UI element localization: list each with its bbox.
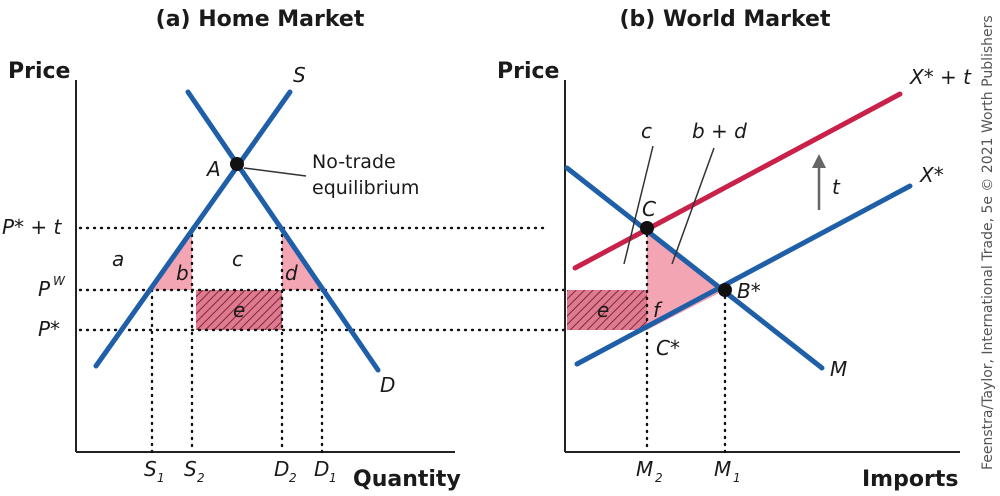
- area-e-world-shade: [567, 290, 647, 330]
- panel-b-x-axis-title: Imports: [862, 467, 958, 492]
- demand-curve: [185, 89, 381, 373]
- label-pw-sup: W: [53, 274, 66, 288]
- label-point-c: C: [642, 197, 656, 221]
- label-m: M: [830, 357, 847, 381]
- export-supply-with-tariff-curve: [572, 91, 903, 271]
- leader-c: [623, 145, 654, 265]
- label-m2: M: [636, 457, 653, 481]
- label-m1-sub: 1: [733, 471, 741, 485]
- label-a-point: A: [205, 157, 221, 181]
- area-c-world-label: c: [641, 119, 652, 143]
- supply-curve: [93, 89, 293, 369]
- point-a: [230, 157, 244, 171]
- label-s2-sub: 2: [197, 471, 205, 485]
- annotation-leader: [243, 167, 307, 177]
- point-c: [640, 221, 654, 235]
- point-b-star: [718, 283, 732, 297]
- panel-a-y-axis-title: Price: [8, 59, 70, 84]
- export-supply-curve: [574, 183, 913, 367]
- area-b-label: b: [176, 261, 189, 285]
- label-p-star-plus-t: P* + t: [2, 215, 63, 239]
- panel-world-market: (b) World Market Price Imports X* + t X*…: [497, 7, 972, 492]
- label-p-star: P*: [38, 317, 60, 341]
- label-m2-sub: 2: [655, 471, 663, 485]
- label-m1: M: [714, 457, 731, 481]
- label-d1: D: [314, 457, 329, 481]
- label-x-star: X*: [919, 163, 944, 187]
- area-a-label: a: [112, 247, 124, 271]
- area-bd-world-label: b + d: [692, 119, 747, 143]
- label-d: D: [380, 373, 395, 397]
- label-s: S: [293, 63, 306, 87]
- area-f-world-label: f: [653, 298, 663, 322]
- area-e-shade: [196, 290, 282, 330]
- annotation-no-trade: No-trade: [312, 151, 396, 173]
- label-t: t: [832, 175, 841, 199]
- panel-home-market: (a) Home Market Price Quantity S D A No-…: [2, 7, 567, 492]
- annotation-equilibrium: equilibrium: [312, 177, 419, 199]
- tariff-arrowhead: [812, 154, 826, 168]
- leader-bd: [671, 147, 715, 265]
- label-d2: D: [274, 457, 289, 481]
- panel-a-x-axis-title: Quantity: [353, 467, 461, 492]
- label-point-b-star: B*: [737, 279, 761, 303]
- panel-b-y-axis-title: Price: [497, 59, 559, 84]
- area-c-label: c: [232, 247, 243, 271]
- label-s2: S: [184, 457, 197, 481]
- import-demand-curve: [564, 165, 825, 371]
- area-e-world-label: e: [597, 298, 609, 322]
- panel-a-title: (a) Home Market: [156, 7, 365, 32]
- label-s1: S: [144, 457, 157, 481]
- label-pw: P: [38, 277, 51, 301]
- area-d-label: d: [285, 261, 298, 285]
- label-d1-sub: 1: [329, 471, 337, 485]
- panel-b-title: (b) World Market: [620, 7, 831, 32]
- label-point-c-star: C*: [656, 336, 680, 360]
- credit-text: Feenstra/Taylor, International Trade, 5e…: [980, 15, 996, 470]
- label-x-star-plus-t: X* + t: [909, 65, 972, 89]
- label-s1-sub: 1: [157, 471, 165, 485]
- area-f-shade: [647, 290, 725, 330]
- area-e-label: e: [233, 298, 245, 322]
- label-d2-sub: 2: [289, 471, 297, 485]
